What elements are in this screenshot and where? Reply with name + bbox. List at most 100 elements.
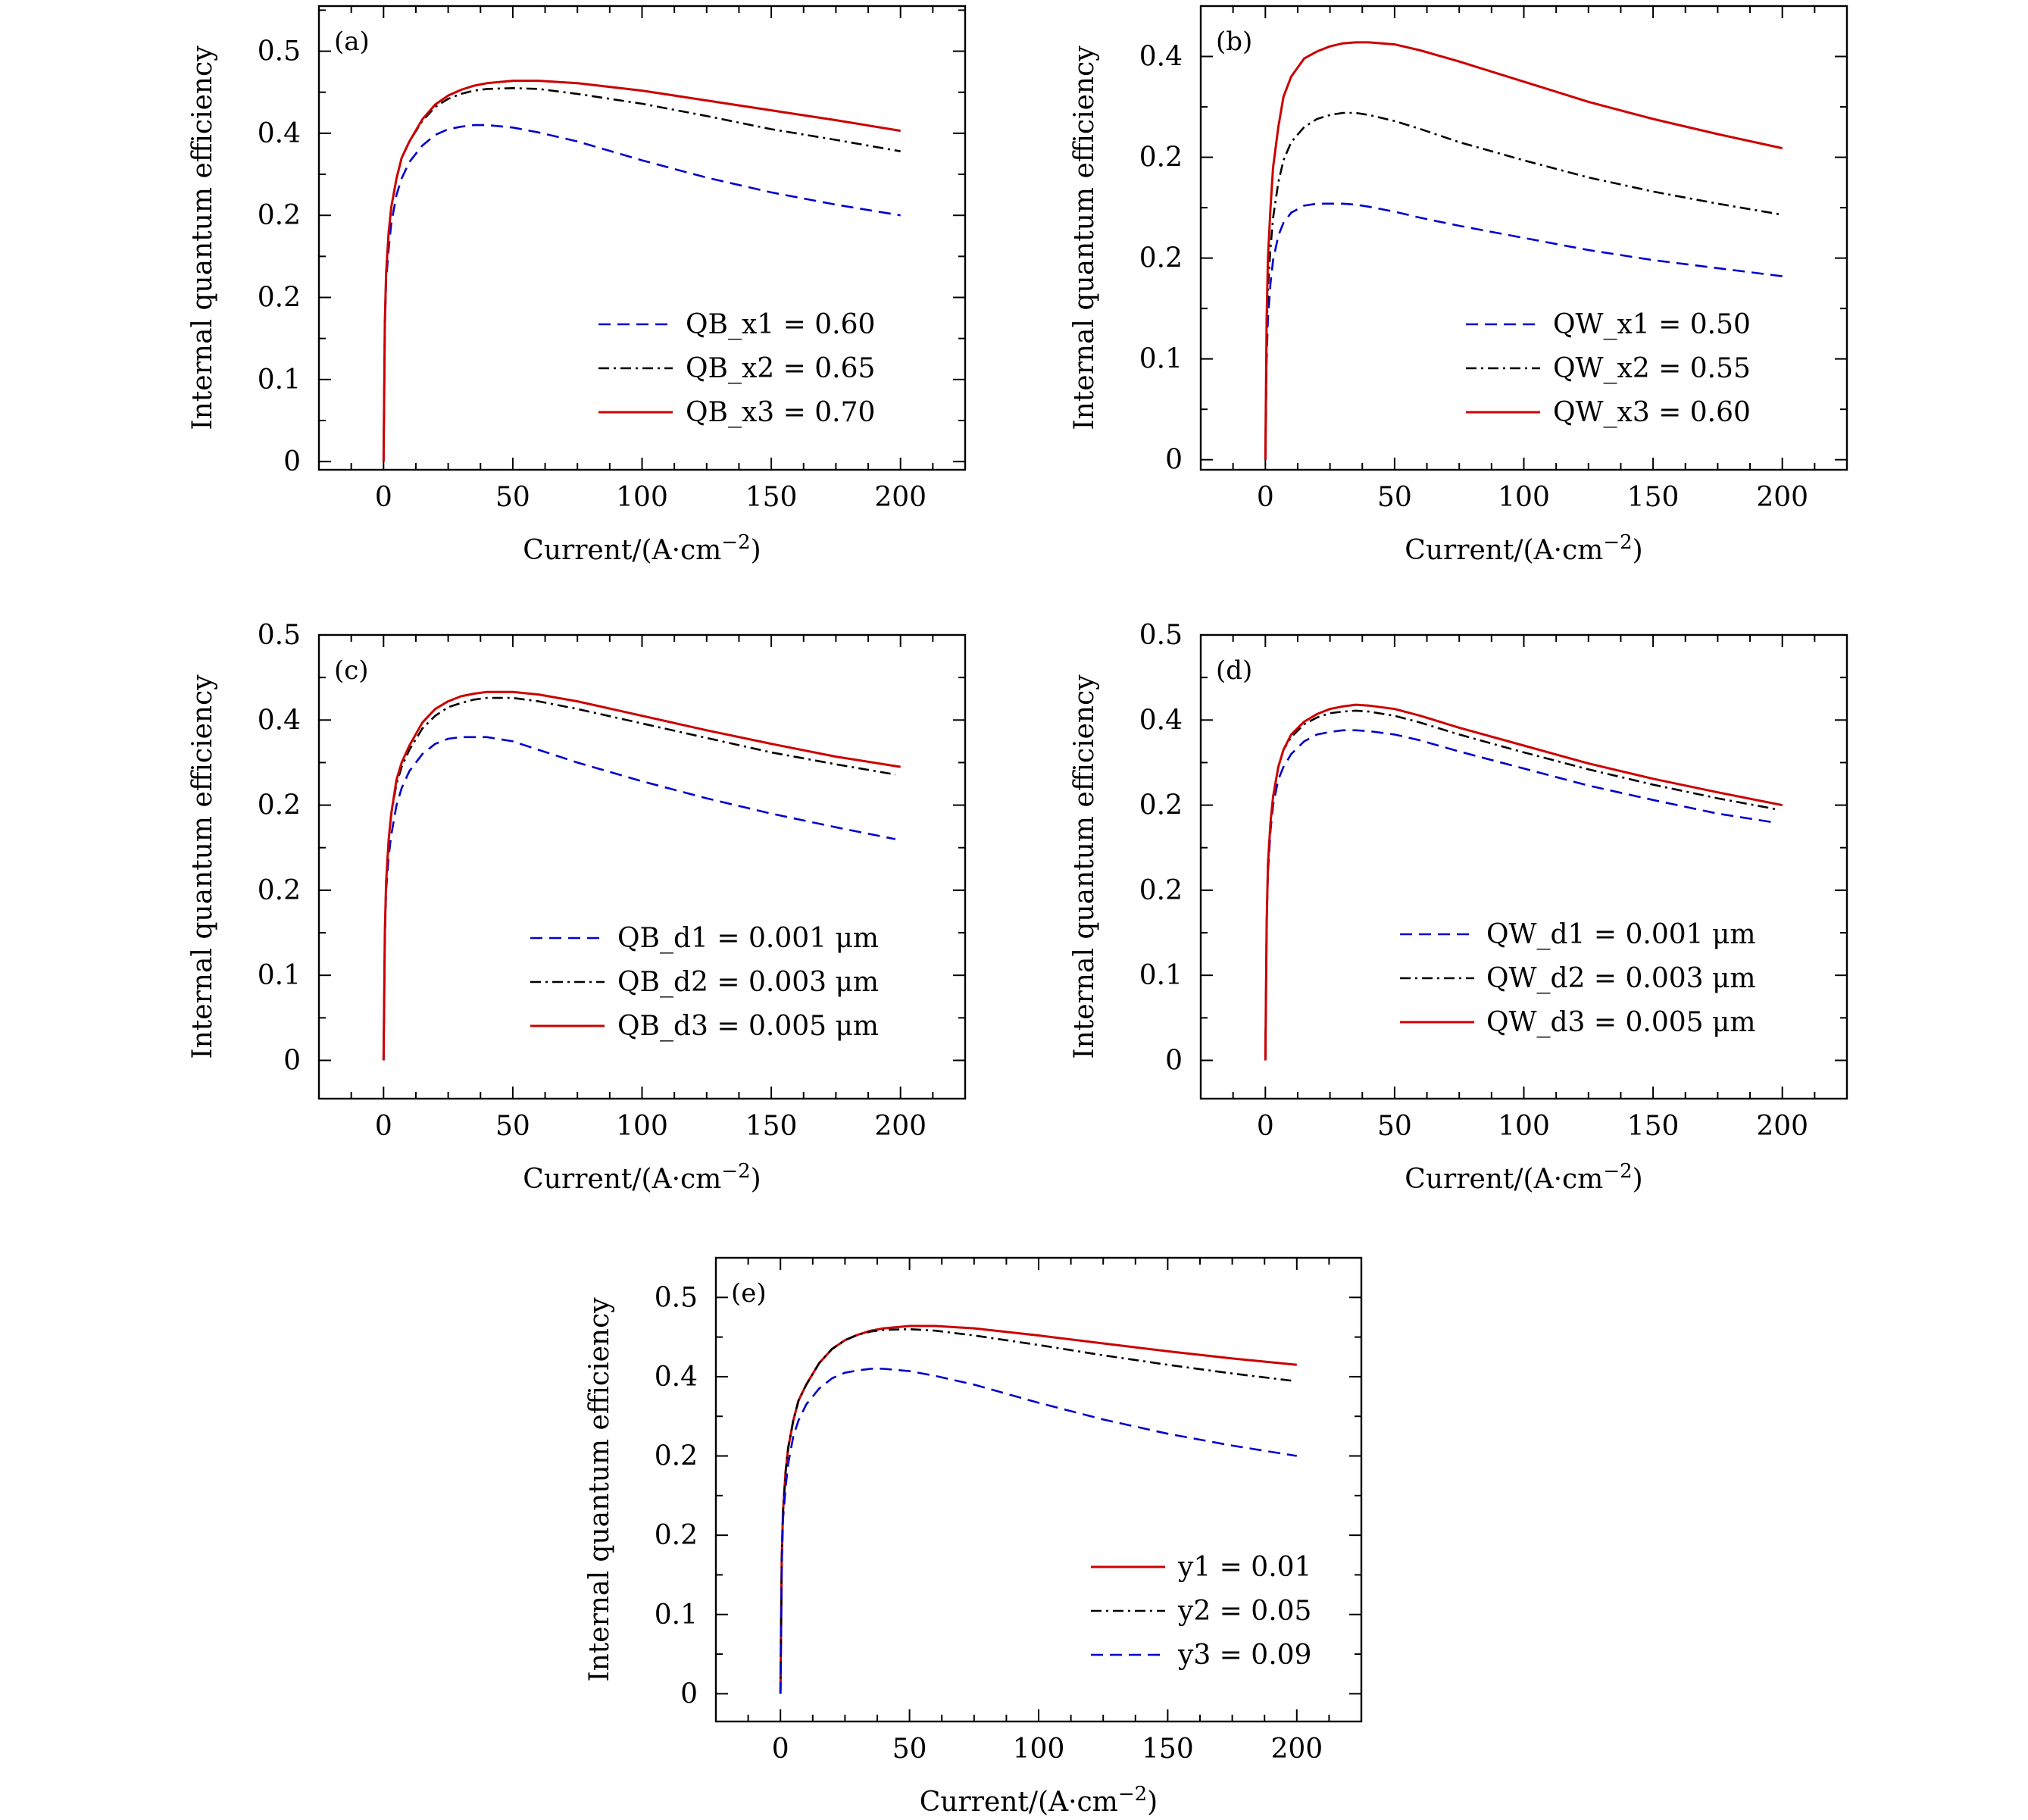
x-axis-title-close: ) [1147, 1787, 1158, 1818]
x-axis-title-close: ) [1633, 535, 1643, 566]
series-line-1 [383, 736, 896, 1061]
x-tick-label: 200 [1270, 1734, 1323, 1765]
series-line-1 [1264, 202, 1783, 460]
x-tick-label: 0 [375, 1111, 392, 1142]
x-tick-label: 200 [1756, 1111, 1808, 1142]
legend-label-3: QB_d3 = 0.005 μm [617, 1011, 879, 1042]
x-tick-label: 50 [495, 482, 530, 513]
y-tick-label: 0.4 [655, 1362, 698, 1393]
y-tick-label: 0 [1165, 1045, 1183, 1076]
legend-label-3: y3 = 0.09 [1177, 1640, 1311, 1671]
legend-label-2: y2 = 0.05 [1177, 1596, 1311, 1627]
y-tick-label: 0.2 [655, 1441, 698, 1472]
y-tick-label: 0.4 [258, 118, 301, 149]
panel-label: (e) [731, 1278, 767, 1309]
series-line-3 [382, 80, 901, 462]
y-tick-label: 0.4 [1139, 705, 1183, 736]
legend-label-1: QB_d1 = 0.001 μm [617, 923, 879, 954]
x-axis-title-text: Current/(A·cm [1405, 1164, 1603, 1195]
y-tick-label: 0.2 [258, 875, 301, 906]
legend-label-1: y1 = 0.01 [1177, 1552, 1311, 1583]
legend-label-2: QW_x2 = 0.55 [1553, 353, 1751, 384]
y-axis-title: Internal quantum efficiency [1069, 45, 1100, 430]
chart-panel-2: 0 50 100 150 200 0 0.1 0.2 0.2 0.4 Current/(A·cm−2… [1069, 5, 1848, 566]
series-line-1 [1264, 729, 1773, 1061]
legend-label-1: QW_x1 = 0.50 [1553, 309, 1751, 340]
x-axis-title-exponent: −2 [1603, 1160, 1632, 1183]
x-tick-label: 0 [1257, 1111, 1274, 1142]
y-tick-label: 0 [1165, 445, 1183, 476]
x-axis-title: Current/(A·cm−2) [920, 1783, 1158, 1818]
legend-label-2: QW_d2 = 0.003 μm [1486, 963, 1756, 994]
x-axis-title-exponent: −2 [721, 1160, 750, 1183]
x-tick-label: 100 [1498, 1111, 1550, 1142]
x-tick-label: 50 [1377, 482, 1412, 513]
panel-label: (d) [1216, 655, 1252, 686]
legend-label-1: QB_x1 = 0.60 [686, 309, 875, 340]
series-line-3 [382, 690, 901, 1061]
x-tick-label: 200 [874, 482, 927, 513]
x-tick-label: 150 [1627, 482, 1680, 513]
y-tick-label: 0.5 [258, 36, 301, 67]
y-tick-label: 0.2 [258, 200, 301, 231]
x-axis-title-close: ) [751, 1164, 761, 1195]
legend-label-3: QB_x3 = 0.70 [686, 397, 875, 428]
x-tick-label: 100 [616, 1111, 668, 1142]
x-axis-title-exponent: −2 [1603, 531, 1632, 554]
legend-label-3: QW_x3 = 0.60 [1553, 397, 1751, 428]
x-axis-title: Current/(A·cm−2) [1405, 1160, 1642, 1195]
x-axis-title: Current/(A·cm−2) [523, 1160, 761, 1195]
y-tick-label: 0.1 [655, 1600, 698, 1631]
y-tick-label: 0.1 [258, 960, 301, 991]
legend: QW_d1 = 0.001 μm QW_d2 = 0.003 μm QW_d3 = … [1400, 919, 1756, 1038]
x-tick-label: 50 [892, 1734, 927, 1765]
y-tick-label: 0.2 [655, 1520, 698, 1551]
x-tick-label: 0 [1257, 482, 1274, 513]
x-tick-label: 100 [1013, 1734, 1065, 1765]
legend-label-1: QW_d1 = 0.001 μm [1486, 919, 1756, 950]
x-tick-label: 100 [616, 482, 668, 513]
series-line-1 [779, 1324, 1297, 1694]
x-axis-title: Current/(A·cm−2) [1405, 531, 1642, 566]
y-tick-label: 0.4 [1139, 42, 1183, 73]
panel-label: (a) [334, 27, 370, 57]
y-tick-label: 0.2 [1139, 243, 1183, 274]
series-line-2 [779, 1327, 1292, 1694]
x-tick-label: 150 [1627, 1111, 1680, 1142]
x-tick-label: 0 [772, 1734, 789, 1765]
series-line-3 [1264, 41, 1783, 460]
y-tick-label: 0.1 [1139, 960, 1183, 991]
legend-label-3: QW_d3 = 0.005 μm [1486, 1007, 1756, 1038]
x-tick-label: 200 [1756, 482, 1808, 513]
legend-label-2: QB_x2 = 0.65 [686, 353, 875, 384]
legend: y1 = 0.01 y2 = 0.05 y3 = 0.09 [1091, 1552, 1311, 1671]
x-tick-label: 200 [874, 1111, 927, 1142]
x-tick-label: 150 [745, 1111, 798, 1142]
y-tick-label: 0.2 [258, 283, 301, 314]
y-tick-label: 0.1 [258, 364, 301, 396]
panel-label: (b) [1216, 27, 1252, 57]
y-axis-title: Internal quantum efficiency [584, 1297, 615, 1682]
x-tick-label: 150 [745, 482, 798, 513]
legend: QW_x1 = 0.50 QW_x2 = 0.55 QW_x3 = 0.60 [1466, 309, 1751, 428]
x-axis-title-close: ) [1633, 1164, 1643, 1195]
chart-panel-1: 0 50 100 150 200 0 0.1 0.2 0.2 0.4 0.5 Current/(A·c… [187, 5, 967, 566]
y-tick-label: 0 [680, 1678, 698, 1709]
series-line-2 [383, 696, 896, 1061]
x-axis-title-close: ) [751, 535, 761, 566]
legend: QB_x1 = 0.60 QB_x2 = 0.65 QB_x3 = 0.70 [598, 309, 875, 428]
y-tick-label: 0.5 [1139, 620, 1183, 651]
x-axis-title-text: Current/(A·cm [1405, 535, 1603, 566]
chart-panel-3: 0 50 100 150 200 0 0.1 0.2 0.2 0.4 0.5 Current/(A·c… [187, 620, 967, 1195]
y-tick-label: 0.2 [1139, 142, 1183, 174]
panel-label: (c) [334, 655, 369, 686]
x-axis-title-text: Current/(A·cm [523, 535, 721, 566]
x-axis-title-text: Current/(A·cm [523, 1164, 721, 1195]
y-tick-label: 0 [283, 446, 301, 477]
x-axis-title-text: Current/(A·cm [920, 1787, 1118, 1818]
x-tick-label: 50 [495, 1111, 530, 1142]
x-axis-title: Current/(A·cm−2) [523, 531, 761, 566]
y-tick-label: 0.2 [1139, 790, 1183, 821]
x-tick-label: 150 [1142, 1734, 1194, 1765]
